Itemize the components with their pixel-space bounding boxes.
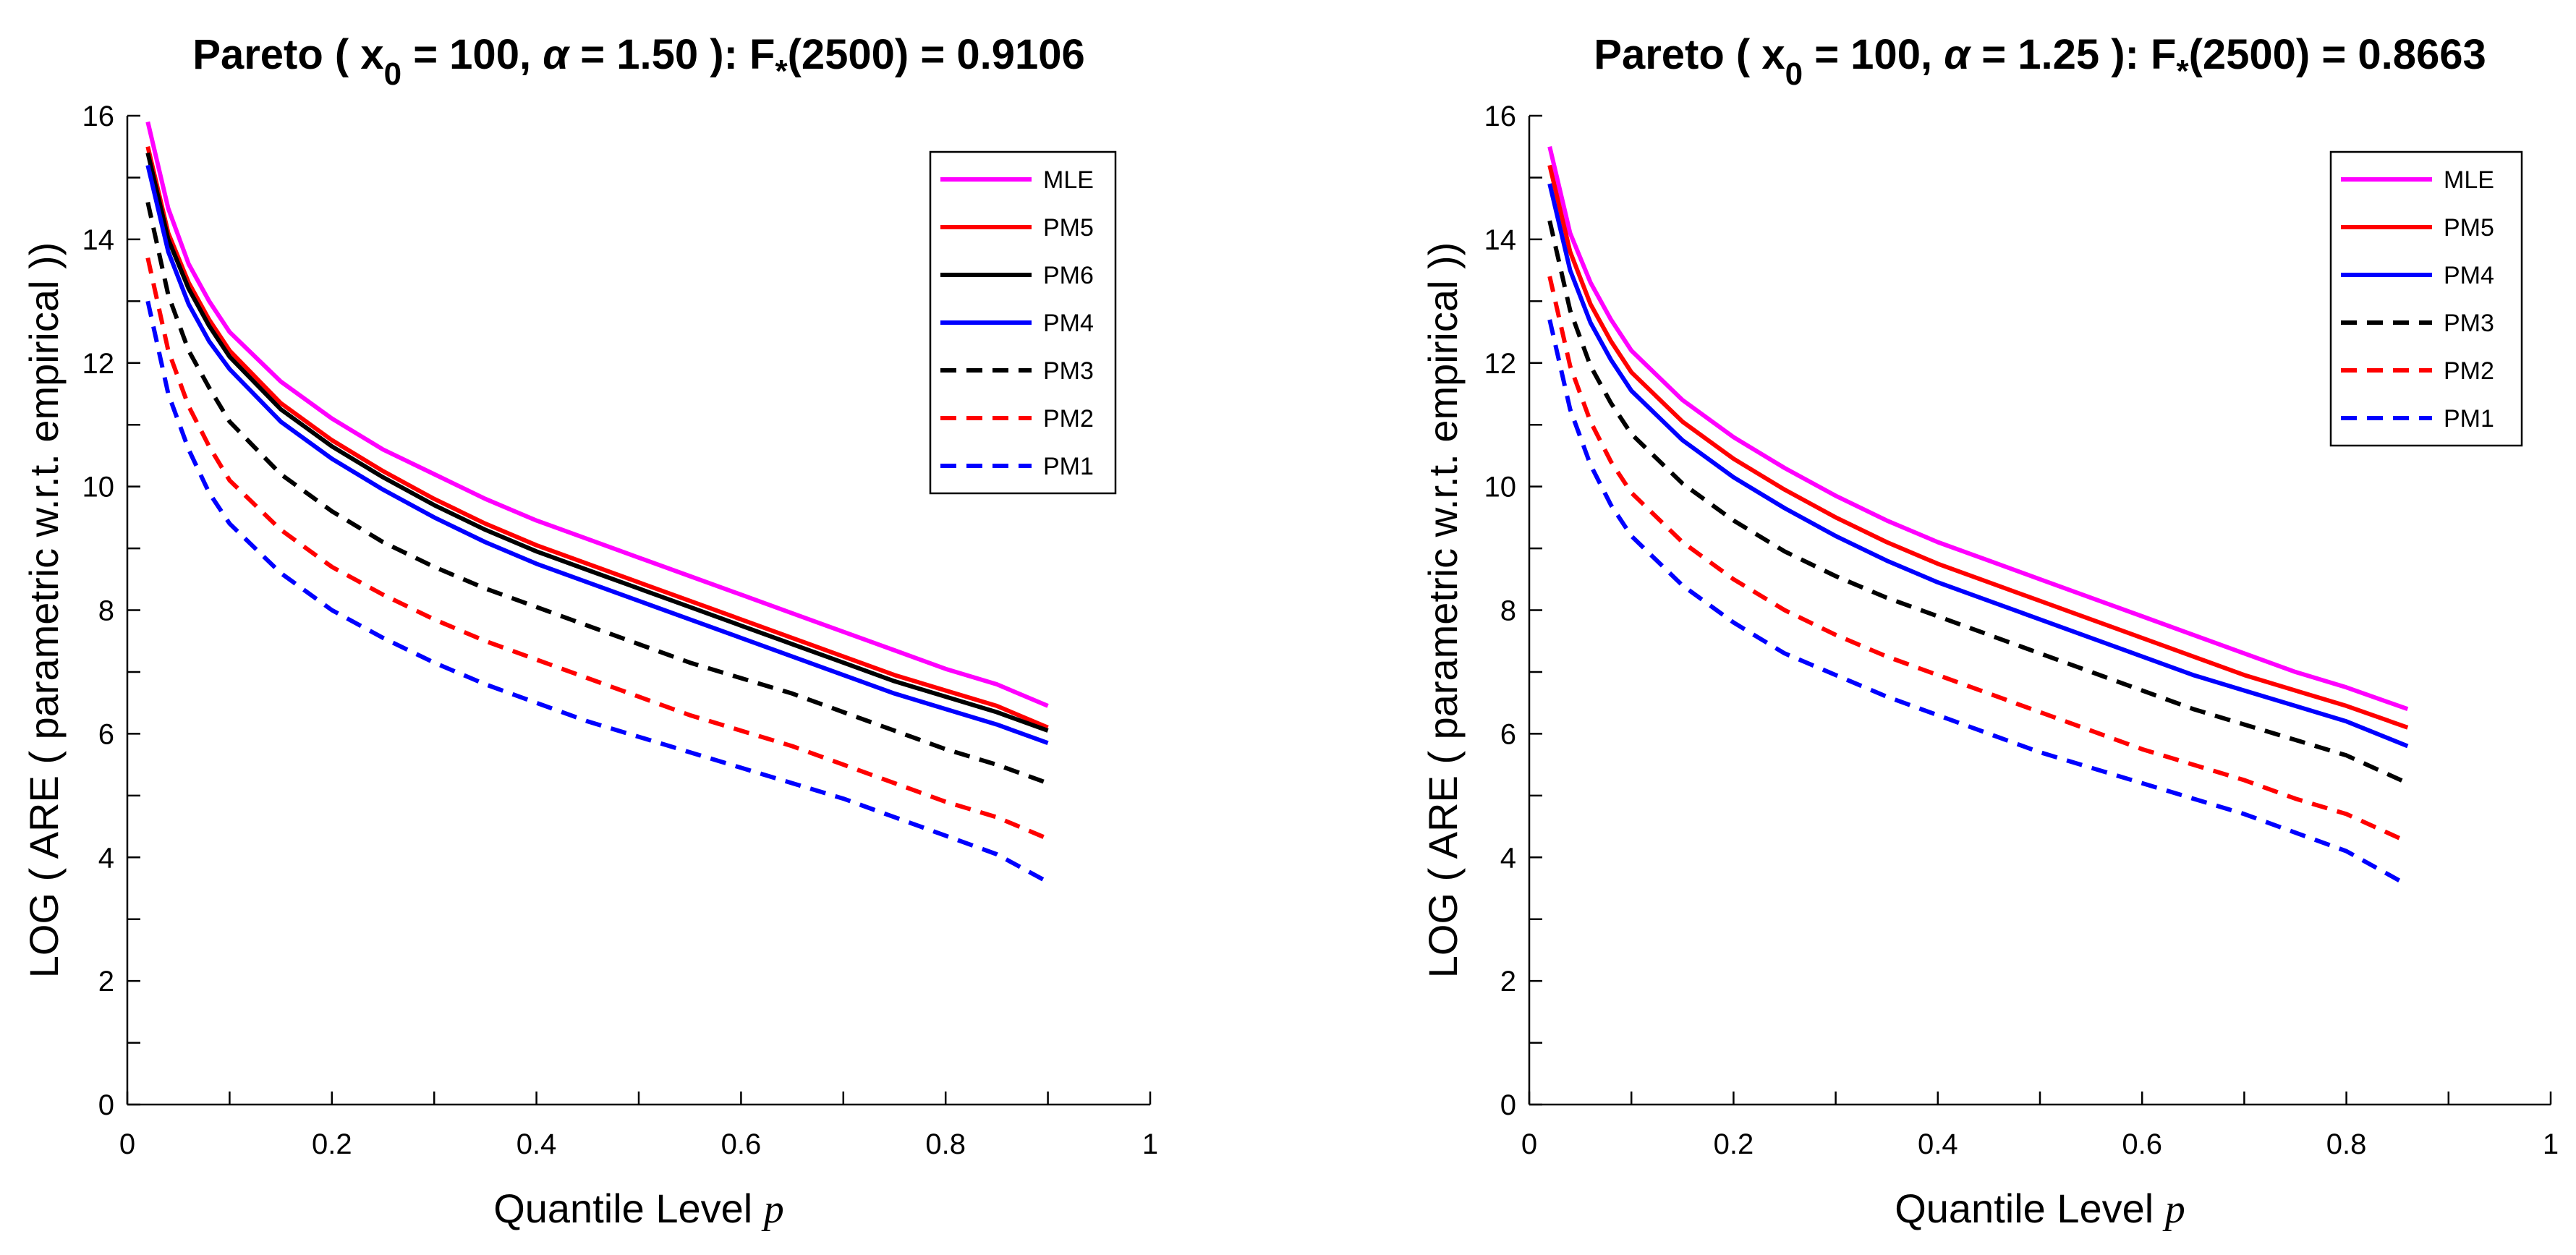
legend-label-pm1: PM1 bbox=[2444, 405, 2494, 433]
x-tick-label: 0.4 bbox=[517, 1128, 557, 1160]
legend-box bbox=[2329, 150, 2523, 447]
y-axis-label: LOG ( ARE ( parametric w.r.t. empirical … bbox=[1420, 242, 1466, 979]
x-tick-label: 0.2 bbox=[312, 1128, 352, 1160]
legend-label-pm6: PM6 bbox=[1043, 262, 1094, 289]
x-tick-label: 0.4 bbox=[1918, 1128, 1958, 1160]
chart-panel-1: Pareto ( x0 = 100, α = 1.50 ): F*(2500) … bbox=[21, 31, 1158, 1232]
series-line-pm4 bbox=[1547, 183, 2409, 749]
y-tick-label: 14 bbox=[1484, 224, 1517, 256]
series-line-pm1 bbox=[145, 300, 1050, 885]
chart-title: Pareto ( x0 = 100, α = 1.50 ): F*(2500) … bbox=[192, 31, 1084, 92]
legend-label-pm4: PM4 bbox=[1043, 310, 1094, 337]
series-line-pm1 bbox=[1547, 319, 2409, 888]
y-tick-label: 12 bbox=[1484, 348, 1517, 380]
series-line-mle bbox=[1547, 146, 2409, 712]
y-tick-label: 10 bbox=[82, 472, 115, 503]
x-tick-label: 0.8 bbox=[2326, 1128, 2367, 1160]
legend: MLE PM5 PM6 PM4 PM3 PM2 PM1 bbox=[929, 150, 1117, 495]
series-line-pm3 bbox=[145, 201, 1049, 786]
y-tick-label: 8 bbox=[1500, 595, 1516, 627]
x-tick-label: 0.6 bbox=[721, 1128, 762, 1160]
x-tick-label: 1 bbox=[1142, 1128, 1158, 1160]
series-line-pm6 bbox=[145, 152, 1049, 733]
legend: MLE PM5 PM4 PM3 PM2 PM1 bbox=[2329, 150, 2523, 447]
legend-label-pm1: PM1 bbox=[1043, 453, 1094, 480]
x-tick-label: 0.2 bbox=[1714, 1128, 1754, 1160]
chart-panel-2: Pareto ( x0 = 100, α = 1.25 ): F*(2500) … bbox=[1420, 31, 2559, 1232]
x-tick-label: 1 bbox=[2543, 1128, 2559, 1160]
series-line-pm5 bbox=[145, 146, 1049, 730]
legend-label-mle: MLE bbox=[2444, 166, 2494, 194]
y-tick-label: 6 bbox=[98, 718, 114, 750]
x-tick-label: 0 bbox=[1521, 1128, 1537, 1160]
y-tick-label: 10 bbox=[1484, 472, 1517, 503]
series-line-mle bbox=[145, 121, 1049, 708]
legend-label-pm2: PM2 bbox=[1043, 405, 1094, 433]
legend-label-mle: MLE bbox=[1043, 166, 1094, 194]
y-tick-label: 14 bbox=[82, 224, 115, 256]
y-tick-label: 4 bbox=[98, 842, 114, 874]
legend-label-pm2: PM2 bbox=[2444, 357, 2494, 385]
y-tick-label: 4 bbox=[1500, 842, 1516, 874]
legend-label-pm5: PM5 bbox=[1043, 214, 1094, 242]
legend-label-pm3: PM3 bbox=[1043, 357, 1094, 385]
y-tick-label: 0 bbox=[98, 1089, 114, 1121]
y-tick-label: 0 bbox=[1500, 1089, 1516, 1121]
y-tick-label: 16 bbox=[1484, 101, 1517, 132]
legend-label-pm4: PM4 bbox=[2444, 262, 2494, 289]
x-tick-label: 0.6 bbox=[2122, 1128, 2162, 1160]
y-tick-label: 2 bbox=[98, 966, 114, 997]
legend-label-pm5: PM5 bbox=[2444, 214, 2494, 242]
chart-title: Pareto ( x0 = 100, α = 1.25 ): F*(2500) … bbox=[1594, 31, 2486, 92]
y-tick-label: 16 bbox=[82, 101, 115, 132]
x-tick-label: 0 bbox=[119, 1128, 135, 1160]
y-tick-label: 8 bbox=[98, 595, 114, 627]
x-axis-label: Quantile Level p bbox=[1895, 1186, 2185, 1232]
y-tick-label: 12 bbox=[82, 348, 115, 380]
y-axis-label: LOG ( ARE ( parametric w.r.t. empirical … bbox=[21, 242, 67, 979]
legend-label-pm3: PM3 bbox=[2444, 310, 2494, 337]
x-axis-label: Quantile Level p bbox=[493, 1186, 784, 1232]
series-line-pm2 bbox=[145, 257, 1049, 841]
x-tick-label: 0.8 bbox=[925, 1128, 966, 1160]
y-tick-label: 2 bbox=[1500, 966, 1516, 997]
y-tick-label: 6 bbox=[1500, 718, 1516, 750]
series-line-pm5 bbox=[1547, 164, 2409, 730]
series-line-pm4 bbox=[145, 164, 1049, 746]
